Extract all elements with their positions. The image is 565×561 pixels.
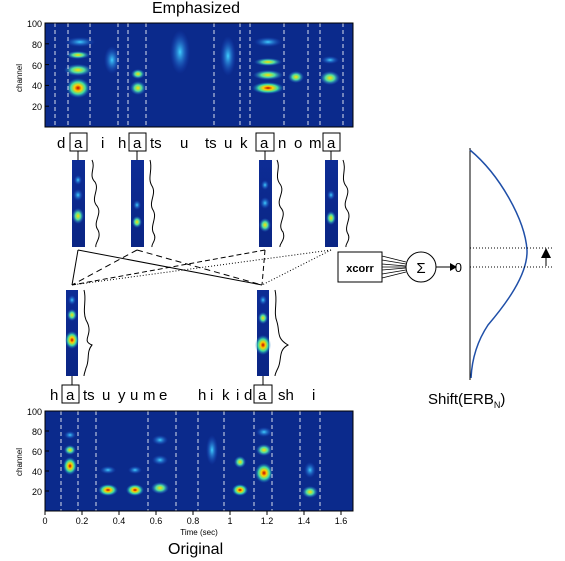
bottom-phoneme-e: e [159, 387, 167, 404]
xcorr-label: xcorr [346, 263, 374, 275]
bottom-phoneme-u2: u [130, 387, 138, 404]
top-phoneme-k: k [240, 135, 248, 152]
top-phoneme-ts2: ts [205, 135, 217, 152]
xcorr-lines [71, 249, 332, 286]
bottom-phoneme-h2: h [198, 387, 206, 404]
bottom-xtick-0.2: 0.2 [76, 516, 89, 526]
top-spectrogram: 100 80 60 40 20 channel [15, 19, 354, 128]
top-phoneme-a1: a [74, 135, 83, 152]
bottom-spectrogram: 100 80 60 40 20 channel 0 0.2 0.4 0.6 0.… [15, 407, 354, 537]
bottom-phoneme-k: k [222, 387, 230, 404]
shift-arrow-head [541, 248, 551, 258]
top-ytick-80: 80 [32, 40, 42, 50]
top-strips [72, 159, 350, 248]
top-spectrogram-energy [64, 30, 340, 98]
top-phoneme-u1: u [180, 135, 188, 152]
shift-plot: 0 [455, 148, 552, 380]
bottom-xtick-0.6: 0.6 [150, 516, 163, 526]
bottom-strip-1 [65, 289, 93, 377]
bottom-phoneme-h1: h [50, 387, 58, 404]
bottom-ytick-100: 100 [27, 407, 42, 417]
sum-symbol: Σ [416, 260, 425, 277]
bottom-phoneme-y: y [118, 387, 126, 404]
bottom-ytick-20: 20 [32, 487, 42, 497]
top-ylabel: channel [15, 64, 24, 92]
bottom-phoneme-sh: sh [278, 387, 294, 404]
top-phoneme-n: n [278, 135, 286, 152]
bottom-xtick-1: 1 [227, 516, 232, 526]
bottom-xlabel: Time (sec) [180, 528, 218, 537]
bottom-phoneme-box-2 [253, 384, 273, 404]
line-dashed-a3-b1 [71, 249, 266, 286]
bottom-phoneme-u1: u [102, 387, 110, 404]
bottom-phoneme-i2: i [236, 387, 239, 404]
bottom-phoneme-a2: a [258, 387, 267, 404]
line-dashed-a3-b2 [261, 249, 266, 286]
top-phoneme-h: h [118, 135, 126, 152]
top-strip-2 [131, 159, 156, 248]
bottom-ylabel: channel [15, 448, 24, 476]
shift-label-sub: N [493, 400, 501, 410]
bottom-phoneme-i1: i [210, 387, 213, 404]
xcorr-block: xcorr Σ [337, 251, 457, 283]
top-phoneme-u2: u [224, 135, 232, 152]
top-phonemes: d a i h a ts u ts u k a n o m a [57, 132, 341, 152]
bottom-xtick-0: 0 [42, 516, 47, 526]
bottom-strips [65, 289, 290, 377]
bottom-strip-2 [255, 289, 290, 377]
bottom-phoneme-box-1 [61, 384, 80, 404]
xcorr-fan-lines [381, 255, 407, 279]
bottom-phonemes: h a ts u y u m e h i k i d a sh i [50, 384, 315, 404]
bottom-box-connectors [71, 376, 264, 385]
bottom-xtick-1.6: 1.6 [335, 516, 348, 526]
shift-curve [469, 149, 528, 379]
bottom-ytick-80: 80 [32, 427, 42, 437]
bottom-phoneme-m: m [143, 387, 156, 404]
top-ytick-20: 20 [32, 102, 42, 112]
top-phoneme-a3: a [260, 135, 269, 152]
top-strip-1 [72, 159, 100, 248]
shift-label: Shift(ERBN) [428, 391, 505, 410]
shift-zero-label: 0 [455, 260, 462, 275]
top-phoneme-m: m [309, 135, 322, 152]
top-spectrogram-title: Emphasized [152, 0, 241, 17]
top-phoneme-a4: a [327, 135, 336, 152]
bottom-phoneme-i3: i [312, 387, 315, 404]
shift-label-close: ) [500, 391, 506, 408]
bottom-phoneme-a1: a [66, 387, 75, 404]
bottom-ytick-40: 40 [32, 467, 42, 477]
bottom-spectrogram-title: Original [168, 541, 224, 558]
top-strip-4 [325, 159, 350, 248]
top-phoneme-o: o [294, 135, 302, 152]
top-boundaries [54, 23, 344, 127]
sum-arrow-head [450, 263, 457, 271]
line-solid-a1-b1 [71, 249, 79, 286]
top-box-connectors [77, 151, 332, 160]
top-phoneme-d: d [57, 135, 65, 152]
line-dotted-a4-b1 [71, 249, 332, 286]
shift-label-main: Shift(ERB [428, 391, 494, 408]
line-dotted-a4-b2 [261, 249, 332, 286]
bottom-boundaries [60, 411, 321, 511]
bottom-xtick-1.2: 1.2 [261, 516, 274, 526]
top-phoneme-a2: a [133, 135, 142, 152]
bottom-phoneme-ts: ts [83, 387, 95, 404]
top-phoneme-i: i [101, 135, 104, 152]
bottom-xtick-0.8: 0.8 [187, 516, 200, 526]
top-ytick-60: 60 [32, 61, 42, 71]
bottom-ytick-60: 60 [32, 447, 42, 457]
top-ytick-40: 40 [32, 81, 42, 91]
top-ytick-100: 100 [27, 19, 42, 29]
top-phoneme-ts1: ts [150, 135, 162, 152]
bottom-phoneme-d: d [244, 387, 252, 404]
bottom-spectrogram-energy [63, 427, 318, 498]
bottom-xtick-0.4: 0.4 [113, 516, 126, 526]
top-spectrogram-bg [45, 23, 353, 127]
top-strip-3 [259, 159, 285, 248]
line-dashed-a2-b1 [71, 249, 138, 286]
bottom-xtick-1.4: 1.4 [298, 516, 311, 526]
